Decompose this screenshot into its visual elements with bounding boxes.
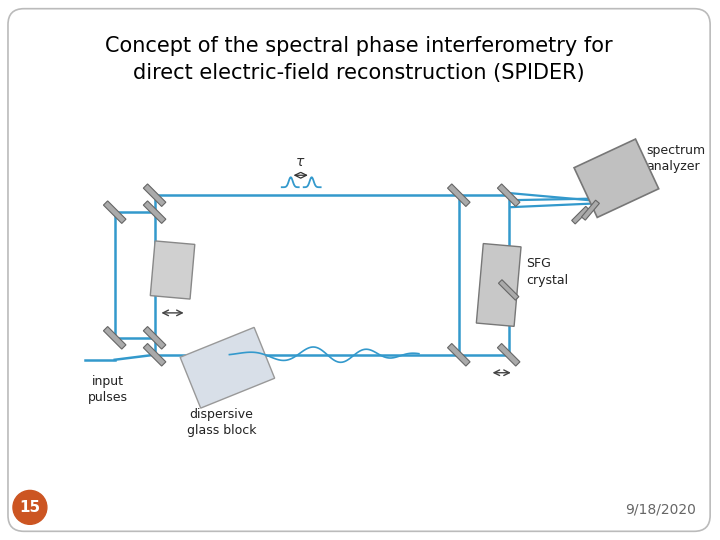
Polygon shape (498, 280, 519, 300)
Text: direct electric-field reconstruction (SPIDER): direct electric-field reconstruction (SP… (133, 63, 585, 83)
Polygon shape (498, 184, 520, 206)
Polygon shape (143, 327, 166, 349)
Text: SFG
crystal: SFG crystal (526, 257, 569, 287)
Polygon shape (143, 184, 166, 206)
Text: 9/18/2020: 9/18/2020 (625, 502, 696, 516)
Polygon shape (143, 343, 166, 366)
Text: $\tau$: $\tau$ (295, 156, 306, 169)
Polygon shape (150, 241, 195, 299)
Polygon shape (143, 201, 166, 224)
Polygon shape (448, 343, 470, 366)
FancyBboxPatch shape (8, 9, 710, 531)
Polygon shape (180, 327, 274, 408)
Polygon shape (574, 139, 659, 218)
Text: dispersive
glass block: dispersive glass block (186, 408, 256, 437)
Polygon shape (104, 327, 126, 349)
Polygon shape (582, 200, 600, 220)
Polygon shape (477, 244, 521, 326)
Polygon shape (498, 343, 520, 366)
Polygon shape (104, 201, 126, 224)
Text: spectrum
analyzer: spectrum analyzer (647, 144, 706, 173)
Text: input
pulses: input pulses (88, 375, 127, 404)
Polygon shape (448, 184, 470, 206)
Text: Concept of the spectral phase interferometry for: Concept of the spectral phase interferom… (105, 36, 613, 56)
Polygon shape (572, 206, 589, 224)
Text: 15: 15 (19, 500, 40, 515)
Circle shape (13, 490, 47, 524)
